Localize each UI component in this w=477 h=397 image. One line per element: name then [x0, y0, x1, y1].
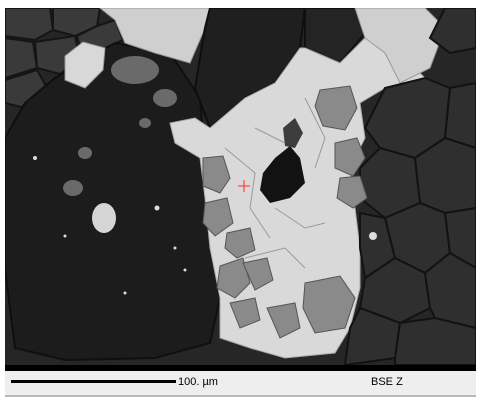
dark-grain-top-right [304, 8, 367, 65]
crack-lines [224, 97, 326, 269]
scale-bar [11, 380, 176, 383]
gray-inclusions [63, 56, 177, 196]
bright-inclusion [92, 203, 116, 233]
bse-micrograph-image [5, 8, 476, 365]
gray-phase-grains [202, 85, 368, 339]
info-bar: 100. µm BSE Z [5, 371, 476, 395]
bright-grain-top-left [64, 41, 106, 89]
info-bar-separator [5, 365, 476, 371]
scale-bar-label: 100. µm [178, 376, 218, 388]
bottom-border [5, 395, 476, 397]
bright-dots [33, 156, 377, 295]
crosshair-marker [238, 180, 250, 192]
right-dark-grains [343, 8, 476, 365]
dark-pore [260, 146, 305, 203]
bright-grain-top-right [354, 8, 446, 84]
micrograph-drawing [5, 8, 476, 365]
dark-pore-top [283, 118, 303, 148]
detector-label: BSE Z [371, 376, 403, 388]
